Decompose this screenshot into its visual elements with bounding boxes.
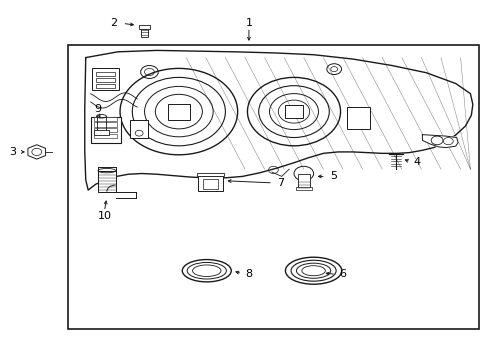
- Bar: [94, 117, 117, 121]
- Text: 5: 5: [330, 171, 337, 181]
- Bar: [96, 78, 115, 82]
- Bar: [96, 84, 115, 88]
- Bar: [68, 45, 479, 329]
- Bar: [130, 120, 148, 138]
- Text: 1: 1: [245, 18, 252, 28]
- Bar: [296, 187, 312, 190]
- Text: 2: 2: [110, 18, 117, 28]
- Text: 3: 3: [9, 147, 16, 157]
- Text: 7: 7: [277, 178, 284, 188]
- Bar: [98, 171, 116, 192]
- Bar: [96, 72, 115, 76]
- Bar: [347, 107, 370, 129]
- Bar: [285, 105, 303, 118]
- Bar: [168, 104, 190, 120]
- Bar: [94, 134, 117, 138]
- Bar: [94, 128, 117, 132]
- Bar: [94, 122, 117, 127]
- Bar: [198, 176, 223, 191]
- Text: 4: 4: [414, 157, 421, 167]
- Bar: [298, 174, 310, 188]
- Bar: [91, 117, 121, 143]
- Polygon shape: [422, 135, 458, 148]
- Text: 10: 10: [98, 211, 111, 221]
- Bar: [203, 179, 218, 189]
- Text: 8: 8: [245, 269, 252, 279]
- Bar: [92, 68, 119, 90]
- Polygon shape: [85, 50, 473, 190]
- Polygon shape: [28, 145, 46, 159]
- Bar: [197, 173, 224, 176]
- Text: 6: 6: [340, 269, 346, 279]
- Bar: [139, 25, 150, 29]
- Bar: [94, 130, 109, 135]
- Text: 9: 9: [95, 104, 101, 114]
- Bar: [141, 29, 148, 37]
